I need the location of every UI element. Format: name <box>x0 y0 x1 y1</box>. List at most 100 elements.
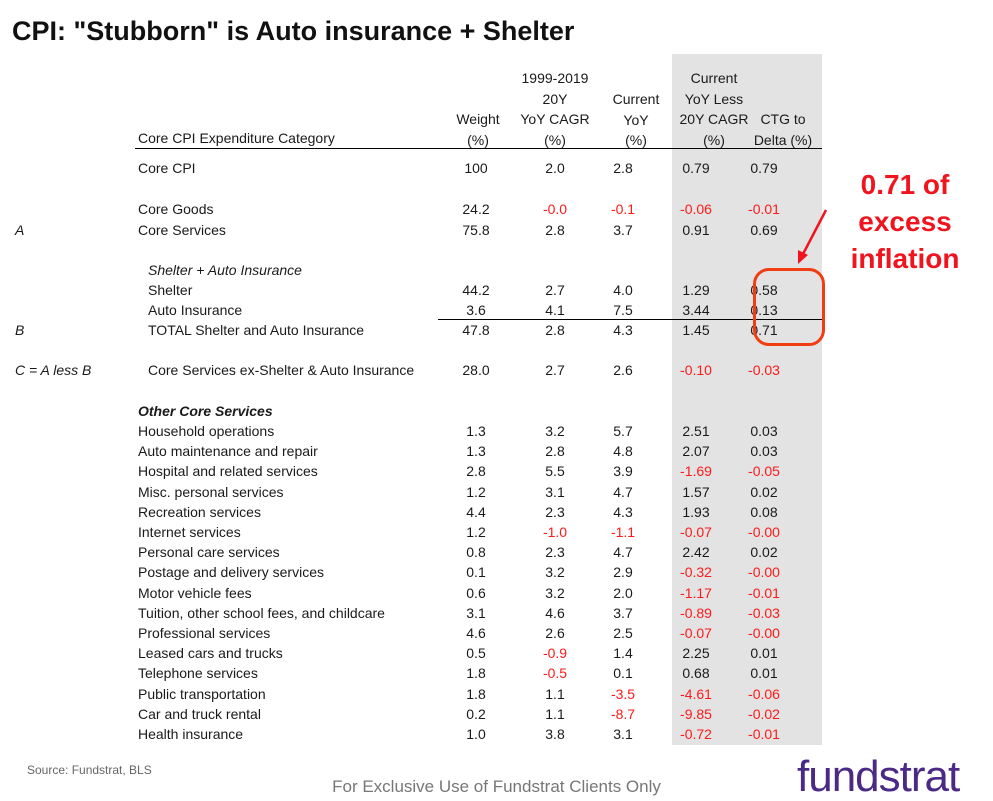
current-yoy-cell: 3.7 <box>613 604 633 621</box>
current-yoy-cell: 5.7 <box>613 423 633 439</box>
header-ctg: CTG to Delta (%) <box>733 109 833 150</box>
yoy-less-cagr-cell: 1.93 <box>682 503 710 520</box>
cagr-cell: 2.3 <box>545 544 565 561</box>
weight-cell: 0.2 <box>466 705 486 722</box>
weight-cell: 1.3 <box>466 443 486 460</box>
row-label: Internet services <box>138 524 241 540</box>
header-line: YoY CAGR <box>520 111 590 127</box>
arrow-icon <box>798 209 828 264</box>
cagr-cell: 3.8 <box>545 726 565 742</box>
row-label: TOTAL Shelter and Auto Insurance <box>148 322 365 338</box>
yoy-less-cagr-cell: -0.06 <box>680 201 712 217</box>
row-label: Core Services <box>138 222 226 238</box>
weight-cell: 1.2 <box>466 483 486 500</box>
header-line: YoY Less <box>684 90 744 107</box>
cagr-cell: 2.8 <box>545 443 565 460</box>
row-label: Other Core Services <box>138 403 273 419</box>
yoy-less-cagr-cell: -0.10 <box>680 362 712 378</box>
row-label: Misc. personal services <box>138 483 284 500</box>
weight-cell: 1.8 <box>466 685 486 702</box>
cagr-cell: 3.2 <box>545 423 565 439</box>
yoy-less-cagr-cell: 3.44 <box>682 302 710 318</box>
current-yoy-cell: 2.0 <box>613 584 633 601</box>
row-label: Professional services <box>138 625 271 641</box>
weight-cell: 2.8 <box>466 463 486 480</box>
yoy-less-cagr-cell: 0.79 <box>682 160 710 176</box>
weight-cell: 1.3 <box>466 423 486 439</box>
row-label: Leased cars and trucks <box>138 645 283 662</box>
current-yoy-cell: 2.5 <box>613 625 633 641</box>
current-yoy-cell: 2.9 <box>613 564 633 581</box>
cagr-cell: 3.2 <box>545 584 565 601</box>
yoy-less-cagr-cell: -0.32 <box>680 564 712 581</box>
weight-cell: 24.2 <box>462 201 490 217</box>
source-note: Source: Fundstrat, BLS <box>27 763 152 777</box>
yoy-less-cagr-cell: -0.72 <box>680 726 712 742</box>
row-label: Core Services ex-Shelter & Auto Insuranc… <box>148 362 415 378</box>
current-yoy-cell: -1.1 <box>610 524 636 540</box>
current-yoy-cell: -8.7 <box>610 705 636 722</box>
header-line: (%) <box>544 131 566 148</box>
cagr-cell: 3.2 <box>545 564 565 581</box>
row-letter: A <box>15 222 25 238</box>
annotation-line: excess <box>858 206 952 237</box>
row-label: Shelter + Auto Insurance <box>148 262 302 278</box>
current-yoy-cell: 1.4 <box>613 645 633 662</box>
current-yoy-cell: -0.1 <box>610 201 636 217</box>
weight-cell: 28.0 <box>462 362 490 378</box>
ctg-delta-cell: -0.02 <box>748 705 780 722</box>
row-label: Car and truck rental <box>138 705 261 722</box>
current-yoy-cell: 3.1 <box>613 726 633 742</box>
row-label: Auto Insurance <box>148 302 243 318</box>
annotation: 0.71 of excess inflation <box>840 166 970 277</box>
header-current: Current YoY (%) <box>586 89 686 151</box>
slide-title: CPI: "Stubborn" is Auto insurance + Shel… <box>12 16 575 46</box>
yoy-less-cagr-cell: 0.91 <box>682 222 710 238</box>
yoy-less-cagr-cell: 2.07 <box>682 443 710 460</box>
yoy-less-cagr-cell: -9.85 <box>680 705 712 722</box>
row-label: Personal care services <box>138 544 280 561</box>
ctg-delta-cell: -0.05 <box>748 463 780 480</box>
ctg-delta-cell: -0.06 <box>748 685 780 702</box>
ctg-delta-cell: -0.01 <box>748 584 780 601</box>
highlight-column-band <box>672 54 822 745</box>
ctg-delta-cell: -0.03 <box>748 604 780 621</box>
row-label: Household operations <box>138 423 275 439</box>
row-label: Motor vehicle fees <box>138 584 252 601</box>
cagr-cell: -0.0 <box>542 201 568 217</box>
header-line: Weight <box>456 111 500 127</box>
ctg-delta-cell: 0.08 <box>750 503 778 520</box>
cagr-cell: 4.6 <box>545 604 565 621</box>
header-line: Current <box>690 70 738 86</box>
weight-cell: 47.8 <box>462 322 490 338</box>
header-less: Current YoY Less 20Y CAGR (%) <box>664 68 764 150</box>
ctg-delta-cell: 0.58 <box>750 282 778 298</box>
cagr-cell: 2.7 <box>545 282 565 298</box>
ctg-delta-cell: 0.69 <box>750 222 778 238</box>
row-label: Health insurance <box>138 726 244 742</box>
current-yoy-cell: 4.0 <box>613 282 633 298</box>
ctg-delta-cell: -0.00 <box>748 524 780 540</box>
weight-cell: 0.1 <box>466 564 486 581</box>
cagr-cell: 1.1 <box>545 685 565 702</box>
cagr-cell: 1.1 <box>545 705 565 722</box>
total-divider <box>438 319 822 320</box>
row-label: Core CPI <box>138 160 196 176</box>
header-line: 1999-2019 <box>521 70 589 86</box>
row-label: Shelter <box>148 282 193 298</box>
yoy-less-cagr-cell: 1.45 <box>682 322 710 338</box>
header-divider <box>135 148 822 149</box>
weight-cell: 75.8 <box>462 222 490 238</box>
weight-cell: 1.8 <box>466 665 486 682</box>
row-label: Tuition, other school fees, and childcar… <box>138 604 385 621</box>
cagr-cell: -0.9 <box>542 645 568 662</box>
row-letter: C = A less B <box>15 362 92 378</box>
cagr-cell: 2.8 <box>545 222 565 238</box>
highlight-box <box>753 268 825 346</box>
ctg-delta-cell: -0.00 <box>748 625 780 641</box>
row-label: Core Goods <box>138 201 214 217</box>
cagr-cell: 2.7 <box>545 362 565 378</box>
current-yoy-cell: 3.9 <box>613 463 633 480</box>
ctg-delta-cell: -0.01 <box>748 201 780 217</box>
